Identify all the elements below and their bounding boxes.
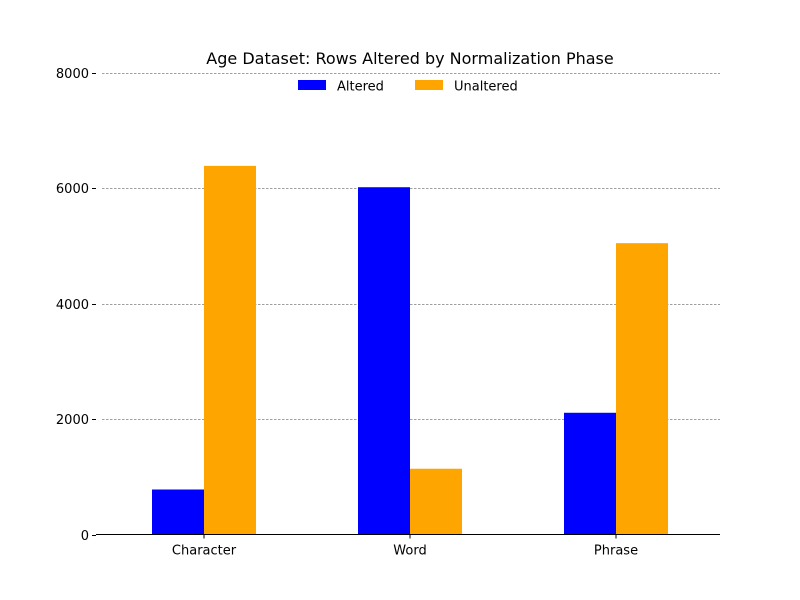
legend-label-unaltered: Unaltered: [454, 80, 518, 95]
bar-altered-phrase: [564, 412, 616, 535]
y-axis-ticks: 0 2000 4000 6000 8000: [56, 67, 96, 544]
bar-altered-character: [152, 489, 204, 535]
legend-swatch-unaltered: [415, 80, 443, 90]
bar-altered-word: [358, 187, 410, 535]
bar-unaltered-phrase: [616, 243, 668, 535]
x-tick-label: Character: [172, 544, 237, 559]
chart-title: Age Dataset: Rows Altered by Normalizati…: [206, 49, 613, 68]
y-tick-label: 0: [81, 529, 89, 544]
y-tick-label: 4000: [56, 298, 89, 313]
y-tick-label: 2000: [56, 413, 89, 428]
bar-unaltered-word: [410, 468, 462, 535]
bar-unaltered-character: [204, 165, 256, 535]
x-axis-ticks: Character Word Phrase: [172, 534, 638, 559]
legend-label-altered: Altered: [337, 80, 384, 95]
x-tick-label: Phrase: [594, 544, 638, 559]
y-tick-label: 8000: [56, 67, 89, 82]
legend: Altered Unaltered: [298, 80, 518, 95]
grid-lines: [102, 73, 720, 420]
y-tick-label: 6000: [56, 182, 89, 197]
legend-swatch-altered: [298, 80, 326, 90]
bars: [152, 165, 668, 535]
x-tick-label: Word: [393, 544, 426, 559]
